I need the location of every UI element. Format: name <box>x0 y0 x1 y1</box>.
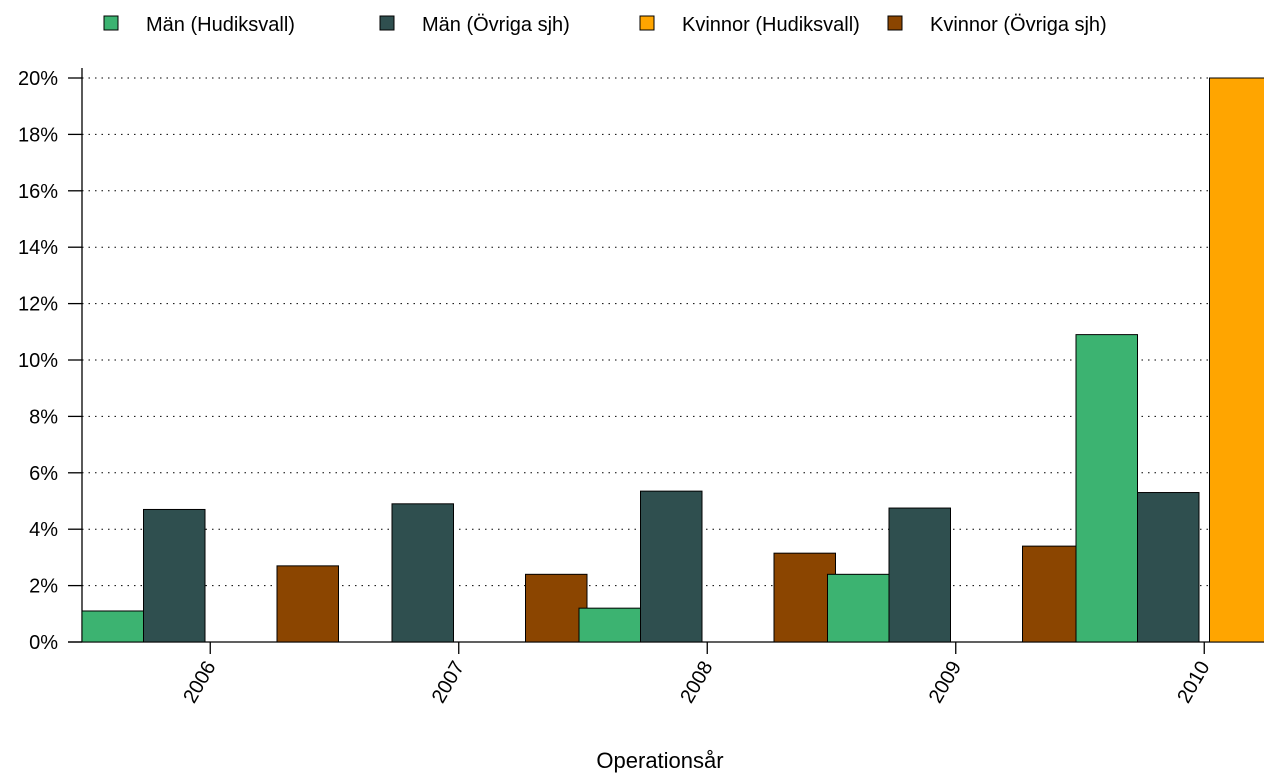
y-axis: 0% 2% 4% 6% 8% 10% 12% 14% 16% 18% 20% <box>18 68 1264 654</box>
x-tick-label: 2009 <box>925 658 966 708</box>
y-tick-label: 8% <box>29 406 58 428</box>
bar-män-övriga-sjh--2006 <box>143 508 206 643</box>
x-tick-label: 2007 <box>428 658 469 708</box>
x-tick-label: 2010 <box>1173 658 1214 708</box>
bar-kvinnor-övriga-sjh--2009 <box>1022 545 1085 643</box>
y-tick-label: 12% <box>18 294 58 316</box>
legend-swatch <box>639 15 655 31</box>
y-tick-label: 16% <box>18 181 58 203</box>
y-tick-label: 14% <box>18 237 58 259</box>
legend-label: Män (Övriga sjh) <box>422 14 570 36</box>
bar-män-övriga-sjh--2009 <box>888 507 951 643</box>
bar-kvinnor-hudiksvall--2010 <box>1209 77 1264 643</box>
bar-män-hudiksvall--2010 <box>1075 334 1138 643</box>
bar-kvinnor-övriga-sjh--2008 <box>773 552 836 643</box>
bar-män-hudiksvall--2009 <box>827 573 890 643</box>
y-tick-label: 0% <box>29 632 58 654</box>
bar-män-hudiksvall--2006 <box>81 610 144 643</box>
y-tick-label: 6% <box>29 463 58 485</box>
y-tick-label: 2% <box>29 576 58 598</box>
legend: Män (Hudiksvall) Män (Övriga sjh) Kvinnor … <box>103 14 1107 36</box>
x-tick-label: 2006 <box>179 658 220 708</box>
bar-män-övriga-sjh--2008 <box>640 490 703 643</box>
legend-swatch <box>103 15 119 31</box>
y-tick-label: 18% <box>18 124 58 146</box>
legend-swatch <box>887 15 903 31</box>
bar-kvinnor-övriga-sjh--2007 <box>525 573 588 643</box>
legend-label: Män (Hudiksvall) <box>146 14 295 36</box>
y-tick-label: 20% <box>18 68 58 90</box>
legend-label: Kvinnor (Övriga sjh) <box>930 14 1107 36</box>
x-axis-title: Operationsår <box>596 748 723 773</box>
x-axis: 2006 2007 2008 2009 2010 <box>179 642 1215 708</box>
legend-swatch <box>379 15 395 31</box>
y-tick-label: 4% <box>29 519 58 541</box>
bar-män-hudiksvall--2008 <box>578 607 641 643</box>
legend-label: Kvinnor (Hudiksvall) <box>682 14 860 36</box>
y-tick-label: 10% <box>18 350 58 372</box>
x-tick-label: 2008 <box>676 658 717 708</box>
bar-män-övriga-sjh--2010 <box>1137 492 1200 643</box>
bar-kvinnor-övriga-sjh--2006 <box>276 565 339 643</box>
bar-män-övriga-sjh--2007 <box>391 503 454 643</box>
bars <box>81 77 1264 643</box>
